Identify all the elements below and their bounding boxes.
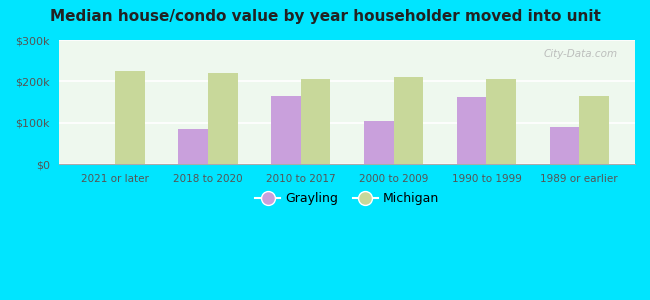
Bar	[271, 96, 301, 164]
Legend: Grayling, Michigan: Grayling, Michigan	[250, 187, 444, 210]
Bar	[178, 129, 208, 164]
Bar	[364, 121, 394, 164]
Bar	[115, 71, 145, 164]
Bar	[208, 73, 238, 164]
Bar	[394, 77, 423, 164]
Bar	[457, 97, 486, 164]
Bar	[486, 79, 516, 164]
Bar	[550, 127, 579, 164]
Text: Median house/condo value by year householder moved into unit: Median house/condo value by year househo…	[49, 9, 601, 24]
Text: City-Data.com: City-Data.com	[543, 49, 618, 59]
Bar	[579, 96, 609, 164]
Bar	[301, 79, 330, 164]
